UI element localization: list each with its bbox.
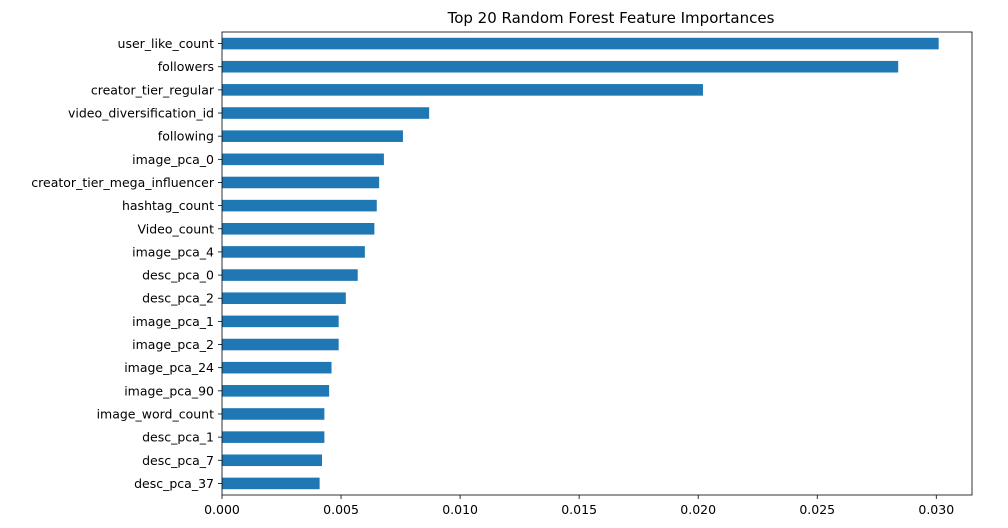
x-tick-label: 0.015 bbox=[561, 502, 597, 517]
y-tick-label: image_word_count bbox=[97, 406, 215, 421]
bar-image_pca_1 bbox=[222, 315, 339, 328]
bar-image_word_count bbox=[222, 408, 325, 420]
chart-title: Top 20 Random Forest Feature Importances bbox=[447, 9, 775, 27]
bar-hashtag_count bbox=[222, 199, 377, 212]
bar-desc_pca_1 bbox=[222, 431, 325, 443]
y-tick-label: video_diversification_id bbox=[68, 106, 214, 121]
y-tick-label: image_pca_4 bbox=[132, 244, 214, 259]
y-tick-label: user_like_count bbox=[118, 36, 215, 51]
bar-image_pca_0 bbox=[222, 153, 384, 166]
bar-video_diversification_id bbox=[222, 107, 430, 119]
y-tick-label: creator_tier_regular bbox=[91, 82, 215, 97]
x-tick-label: 0.025 bbox=[799, 502, 835, 517]
bar-creator_tier_mega_influencer bbox=[222, 176, 380, 189]
y-tick-label: followers bbox=[158, 59, 214, 74]
y-tick-label: image_pca_1 bbox=[132, 314, 214, 329]
x-tick-label: 0.005 bbox=[323, 502, 359, 517]
bar-image_pca_4 bbox=[222, 246, 365, 258]
y-tick-label: image_pca_0 bbox=[132, 152, 214, 167]
x-tick-label: 0.010 bbox=[442, 502, 478, 517]
y-tick-label: desc_pca_7 bbox=[142, 453, 214, 468]
bar-followers bbox=[222, 60, 899, 73]
y-tick-label: desc_pca_1 bbox=[142, 430, 214, 445]
y-tick-label: desc_pca_2 bbox=[142, 291, 214, 306]
bar-desc_pca_37 bbox=[222, 477, 320, 490]
bar-following bbox=[222, 130, 403, 142]
y-tick-label: image_pca_2 bbox=[132, 337, 214, 352]
bar-desc_pca_7 bbox=[222, 454, 322, 467]
x-tick-label: 0.020 bbox=[680, 502, 716, 517]
bar-desc_pca_0 bbox=[222, 269, 358, 281]
y-tick-label: following bbox=[158, 129, 214, 144]
y-axis-ticks: user_like_count followers creator_tier_reg… bbox=[31, 36, 222, 491]
bar-Video_count bbox=[222, 222, 375, 235]
y-tick-label: desc_pca_37 bbox=[134, 476, 214, 491]
y-tick-label: image_pca_90 bbox=[124, 383, 214, 398]
x-tick-label: 0.000 bbox=[204, 502, 240, 517]
x-tick-label: 0.030 bbox=[918, 502, 954, 517]
bar-image_pca_2 bbox=[222, 338, 339, 351]
bar-creator_tier_regular bbox=[222, 84, 703, 96]
bars-group bbox=[222, 37, 939, 490]
y-tick-label: hashtag_count bbox=[122, 198, 214, 213]
y-tick-label: Video_count bbox=[137, 221, 214, 236]
y-tick-label: image_pca_24 bbox=[124, 360, 214, 375]
bar-user_like_count bbox=[222, 37, 939, 50]
y-tick-label: creator_tier_mega_influencer bbox=[31, 175, 215, 190]
bar-image_pca_90 bbox=[222, 385, 330, 397]
bar-desc_pca_2 bbox=[222, 292, 346, 305]
x-axis-ticks: 0.000 0.005 0.010 0.015 0.020 0.025 0.030 bbox=[204, 495, 954, 517]
bar-image_pca_24 bbox=[222, 361, 332, 374]
plot-frame bbox=[221, 31, 973, 496]
y-tick-label: desc_pca_0 bbox=[142, 268, 214, 283]
